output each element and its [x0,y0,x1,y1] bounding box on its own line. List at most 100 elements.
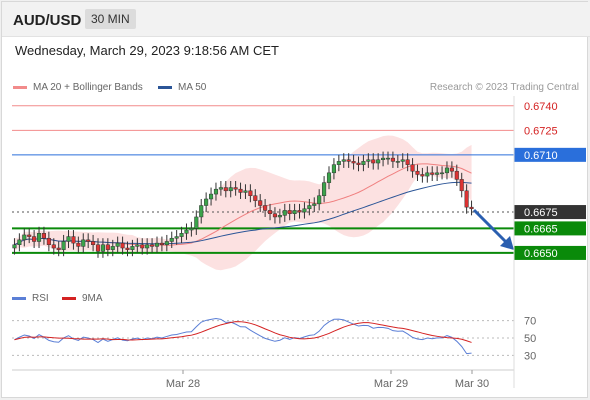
bollinger-band [14,135,472,271]
candle-body [27,234,32,237]
candle-body [140,244,145,249]
candle-body [135,244,140,247]
instrument-title: AUD/USD [13,12,82,29]
level-tag-0.6665 [514,221,586,236]
candle-body [199,205,204,218]
candle-body [376,159,381,164]
ma50-line [14,181,472,246]
rsi-swatch [12,296,26,300]
ma9-swatch [62,296,76,300]
candle-body [322,182,327,196]
x-tick-label-2: Mar 30 [455,378,489,390]
candle-body [258,200,263,206]
candle-body [105,244,110,250]
candle-body [110,246,115,250]
candle-body [277,215,282,218]
ma50-swatch [158,85,172,89]
candle-body [228,187,233,192]
legend-ma20: MA 20 + Bollinger Bands [13,82,143,93]
candle-body [420,174,425,177]
candle-body [125,247,130,250]
candle-body [86,239,91,242]
candle-body [51,244,56,249]
candle-body [248,190,253,196]
candle-body [61,241,66,250]
credit-text: Research © 2023 Trading Central [429,82,579,93]
candle-body [253,195,258,201]
level-tag-0.6650 [514,245,586,260]
candle-body [361,161,366,165]
candle-body [36,233,42,242]
candle-body [336,161,341,165]
candle-body [91,241,96,246]
candle-body [154,242,160,247]
candle-body [46,237,51,245]
candle-body [120,242,125,249]
level-label-0.6740: 0.6740 [524,101,558,113]
candle-body [312,203,317,206]
timeframe-badge[interactable]: 30 MIN [85,9,136,29]
candle-body [346,159,351,162]
candle-body [425,172,430,177]
ma20-label: MA 20 + Bollinger Bands [33,82,143,93]
candle-body [56,247,61,250]
candle-body [430,172,435,175]
candle-body [32,236,37,242]
candle-body [464,190,469,208]
candle-body [209,193,214,200]
candle-body [41,233,46,239]
timestamp: Wednesday, March 29, 2023 9:18:56 AM CET [15,43,279,58]
candle-body [145,244,150,249]
candle-body [302,208,307,213]
candle-body [371,159,376,164]
level-label-0.6725: 0.6725 [524,125,558,137]
level-label-0.6650: 0.6650 [524,248,558,260]
ma50-label: MA 50 [178,82,207,93]
candle-body [164,241,169,246]
candle-body [204,198,209,206]
candle-body [218,187,223,190]
level-label-0.6710: 0.6710 [524,150,558,162]
candle-body [169,237,174,242]
candle-body [233,187,238,190]
rsi-line [14,318,472,355]
candle-body [415,170,420,175]
candle-body [444,167,450,174]
candle-body [351,161,356,164]
candle-body [297,210,302,213]
candle-body [12,244,17,249]
candle-body [272,213,277,218]
candle-body [292,210,297,214]
rsi-label: RSI [32,293,49,304]
candle-body [440,172,445,175]
legend-9ma: 9MA [62,293,103,304]
candle-body [366,159,371,162]
candle-body [390,157,395,162]
candle-body [150,244,155,247]
candle-body [263,205,268,211]
candle-body [287,210,292,214]
candle-body [184,229,189,234]
candle-body [282,210,287,216]
candle-body [194,216,199,229]
candle-body [307,205,312,210]
candle-body [356,162,361,165]
candle-body [381,157,386,161]
candle-body [459,179,464,192]
candle-body [174,236,179,239]
candle-body [189,228,194,231]
candle-body [385,157,391,160]
candle-body [115,242,120,247]
candle-body [326,172,332,183]
forecast-arrowhead [500,236,514,250]
candle-body [179,233,184,237]
candle-body [71,236,76,244]
chart-header: AUD/USD 30 MIN [2,2,590,37]
candle-body [130,246,135,250]
candle-body [100,244,105,252]
candle-body [159,242,164,246]
rsi-9ma-line [14,321,472,343]
candle-body [213,188,219,195]
